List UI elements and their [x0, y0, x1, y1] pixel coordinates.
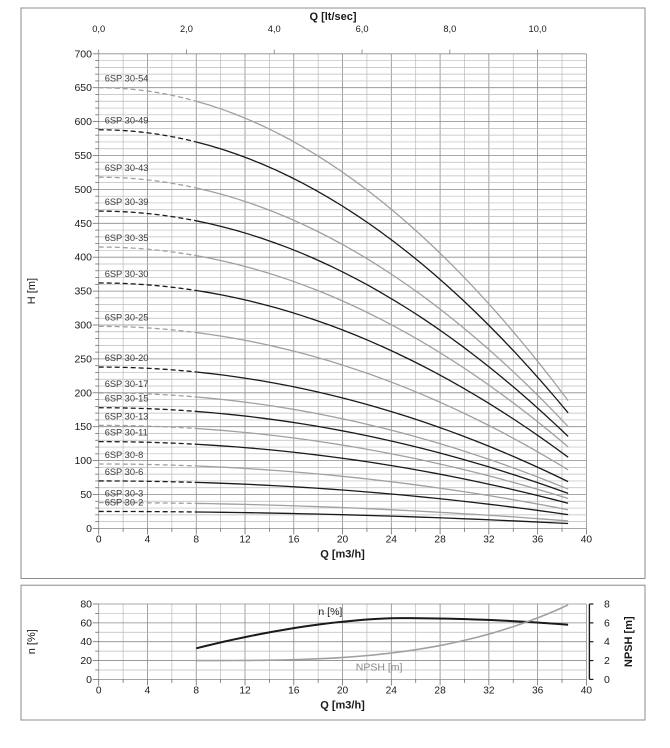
svg-text:80: 80 [80, 599, 92, 611]
svg-text:6SP 30-30: 6SP 30-30 [105, 269, 149, 279]
svg-text:6SP 30-20: 6SP 30-20 [105, 353, 149, 363]
svg-text:10,0: 10,0 [529, 24, 547, 34]
svg-text:2: 2 [604, 655, 610, 667]
svg-text:24: 24 [386, 685, 398, 696]
svg-text:36: 36 [532, 534, 544, 545]
svg-text:0: 0 [96, 534, 102, 545]
svg-text:6SP 30-49: 6SP 30-49 [105, 116, 149, 126]
svg-text:0: 0 [96, 685, 102, 696]
svg-text:NPSH [m]: NPSH [m] [623, 616, 635, 667]
svg-text:4: 4 [145, 685, 151, 696]
svg-text:32: 32 [483, 685, 495, 696]
svg-text:50: 50 [80, 489, 92, 501]
svg-text:0: 0 [86, 523, 92, 535]
svg-text:550: 550 [74, 150, 92, 162]
svg-text:600: 600 [74, 116, 92, 128]
svg-text:20: 20 [337, 534, 349, 545]
svg-text:0,0: 0,0 [92, 24, 105, 34]
svg-text:40: 40 [80, 636, 92, 648]
svg-text:100: 100 [74, 455, 92, 467]
svg-text:16: 16 [288, 685, 300, 696]
svg-text:8: 8 [193, 685, 199, 696]
svg-text:20: 20 [337, 685, 349, 696]
svg-text:6SP 30-2: 6SP 30-2 [105, 497, 144, 507]
svg-text:Q [m3/h]: Q [m3/h] [320, 699, 365, 711]
svg-text:8,0: 8,0 [443, 24, 456, 34]
svg-text:0: 0 [604, 674, 610, 686]
svg-text:6SP 30-17: 6SP 30-17 [105, 379, 149, 389]
svg-text:8: 8 [193, 534, 199, 545]
svg-text:8: 8 [604, 599, 610, 611]
svg-text:500: 500 [74, 184, 92, 196]
svg-text:n [%]: n [%] [26, 629, 38, 654]
svg-text:24: 24 [386, 534, 398, 545]
svg-text:150: 150 [74, 421, 92, 433]
svg-text:32: 32 [483, 534, 495, 545]
svg-text:4: 4 [145, 534, 151, 545]
svg-text:n [%]: n [%] [318, 606, 342, 618]
svg-text:6SP 30-54: 6SP 30-54 [105, 74, 149, 84]
svg-text:60: 60 [80, 617, 92, 629]
svg-text:250: 250 [74, 353, 92, 365]
svg-text:6SP 30-13: 6SP 30-13 [105, 411, 149, 421]
svg-text:4: 4 [604, 636, 610, 648]
svg-text:6: 6 [604, 617, 610, 629]
svg-text:16: 16 [288, 534, 300, 545]
svg-text:28: 28 [434, 534, 446, 545]
svg-text:6SP 30-8: 6SP 30-8 [105, 450, 144, 460]
svg-text:40: 40 [581, 685, 593, 696]
svg-text:350: 350 [74, 286, 92, 298]
svg-text:12: 12 [239, 685, 251, 696]
svg-text:6,0: 6,0 [356, 24, 369, 34]
svg-text:2,0: 2,0 [180, 24, 193, 34]
svg-text:650: 650 [74, 82, 92, 94]
svg-text:H [m]: H [m] [26, 278, 38, 304]
svg-text:36: 36 [532, 685, 544, 696]
svg-text:20: 20 [80, 655, 92, 667]
svg-text:4,0: 4,0 [268, 24, 281, 34]
svg-text:400: 400 [74, 252, 92, 264]
svg-text:200: 200 [74, 387, 92, 399]
svg-text:28: 28 [434, 685, 446, 696]
svg-text:Q [m3/h]: Q [m3/h] [320, 548, 365, 560]
svg-text:6SP 30-39: 6SP 30-39 [105, 197, 149, 207]
svg-text:6SP 30-43: 6SP 30-43 [105, 163, 149, 173]
svg-text:300: 300 [74, 320, 92, 332]
svg-text:NPSH [m]: NPSH [m] [356, 661, 403, 673]
svg-text:6SP 30-11: 6SP 30-11 [105, 428, 148, 438]
svg-text:6SP 30-15: 6SP 30-15 [105, 394, 149, 404]
svg-text:0: 0 [86, 674, 92, 686]
svg-text:12: 12 [239, 534, 251, 545]
svg-text:6SP 30-6: 6SP 30-6 [105, 467, 144, 477]
svg-text:6SP 30-25: 6SP 30-25 [105, 312, 149, 322]
svg-text:6SP 30-35: 6SP 30-35 [105, 233, 149, 243]
svg-text:700: 700 [74, 48, 92, 60]
svg-text:40: 40 [581, 534, 593, 545]
svg-text:Q [lt/sec]: Q [lt/sec] [309, 11, 356, 23]
svg-text:450: 450 [74, 218, 92, 230]
